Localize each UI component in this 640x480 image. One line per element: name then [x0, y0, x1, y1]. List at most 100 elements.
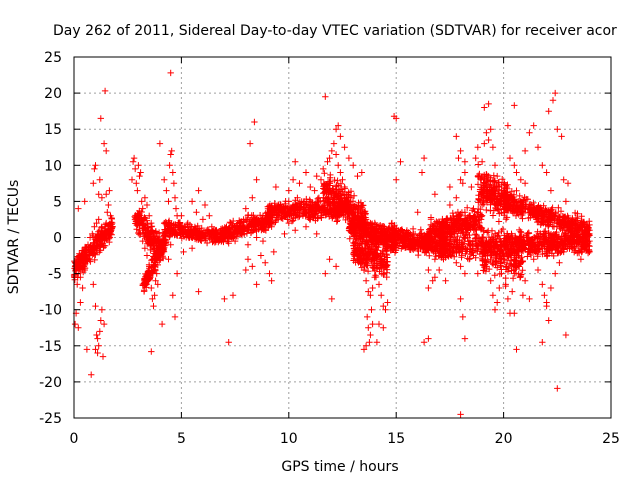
data-point: [273, 206, 281, 213]
data-point: [383, 248, 390, 255]
data-point: [346, 223, 354, 230]
data-point: [331, 176, 338, 184]
data-point: [166, 232, 173, 240]
data-point: [271, 200, 278, 207]
data-point: [212, 228, 219, 235]
data-point: [198, 237, 205, 244]
data-point: [311, 207, 318, 215]
data-point: [379, 223, 387, 230]
data-point: [259, 225, 266, 233]
data-point: [378, 228, 385, 236]
data-point: [391, 249, 399, 256]
data-point: [338, 186, 345, 193]
data-point: [145, 231, 152, 238]
data-point: [364, 227, 371, 235]
data-point: [377, 222, 384, 229]
data-point: [380, 270, 388, 277]
data-point: [340, 208, 347, 216]
data-point: [192, 231, 199, 238]
data-point: [350, 233, 358, 240]
data-point: [142, 276, 149, 283]
data-point: [141, 282, 148, 289]
data-point: [355, 222, 362, 230]
data-point: [366, 244, 373, 251]
data-point: [374, 247, 381, 254]
data-point: [364, 268, 372, 275]
data-point: [293, 211, 300, 219]
data-point: [170, 221, 177, 229]
data-point: [187, 233, 195, 240]
data-point: [340, 209, 347, 216]
data-point: [381, 223, 388, 230]
data-point: [160, 246, 167, 254]
data-point: [141, 287, 148, 294]
data-point: [335, 182, 342, 189]
data-point: [368, 225, 375, 233]
data-point: [324, 180, 332, 187]
data-point: [347, 188, 355, 195]
data-point: [91, 256, 98, 264]
data-point: [333, 218, 340, 225]
data-point: [151, 258, 159, 266]
data-point: [327, 174, 334, 181]
data-point: [213, 227, 220, 234]
data-point: [352, 213, 359, 220]
data-point: [346, 235, 353, 242]
data-point: [162, 242, 169, 249]
data-point: [300, 206, 307, 213]
data-point: [256, 212, 264, 219]
data-point: [350, 249, 358, 256]
data-point: [330, 185, 337, 192]
data-point: [286, 212, 293, 219]
data-point: [71, 276, 78, 283]
data-point: [321, 170, 328, 177]
data-point: [306, 196, 313, 203]
data-point: [262, 227, 270, 234]
data-point: [347, 198, 354, 206]
data-point: [338, 195, 346, 203]
data-point: [346, 208, 354, 215]
data-point: [360, 230, 367, 237]
data-point: [203, 227, 210, 234]
data-point: [146, 237, 154, 245]
data-point: [362, 246, 369, 253]
data-point: [314, 215, 321, 222]
data-point: [303, 209, 310, 217]
data-point: [350, 212, 357, 219]
data-point: [327, 200, 334, 208]
data-point: [146, 229, 153, 237]
data-point: [357, 234, 364, 242]
data-point: [332, 209, 339, 216]
data-point: [370, 265, 377, 272]
data-point: [292, 214, 299, 221]
data-point: [379, 250, 387, 258]
data-point: [148, 242, 155, 249]
data-point: [345, 207, 352, 214]
data-point: [134, 210, 141, 217]
data-point: [144, 240, 151, 248]
data-point: [309, 211, 316, 218]
data-point: [328, 211, 336, 218]
data-points: [70, 69, 593, 418]
data-point: [357, 228, 364, 235]
data-point: [334, 213, 342, 221]
data-point: [234, 233, 242, 240]
data-point: [80, 263, 88, 270]
data-point: [373, 223, 380, 230]
data-point: [82, 253, 89, 260]
data-point: [359, 238, 366, 245]
data-point: [148, 236, 155, 243]
data-point: [366, 231, 373, 238]
data-point: [354, 218, 362, 225]
data-point: [74, 253, 82, 260]
data-point: [156, 257, 163, 264]
data-point: [362, 211, 369, 218]
data-point: [325, 191, 333, 198]
data-point: [369, 235, 376, 243]
data-point: [375, 244, 382, 251]
data-point: [209, 238, 216, 246]
data-point: [339, 205, 346, 212]
data-point: [213, 235, 220, 242]
data-point: [334, 177, 341, 184]
